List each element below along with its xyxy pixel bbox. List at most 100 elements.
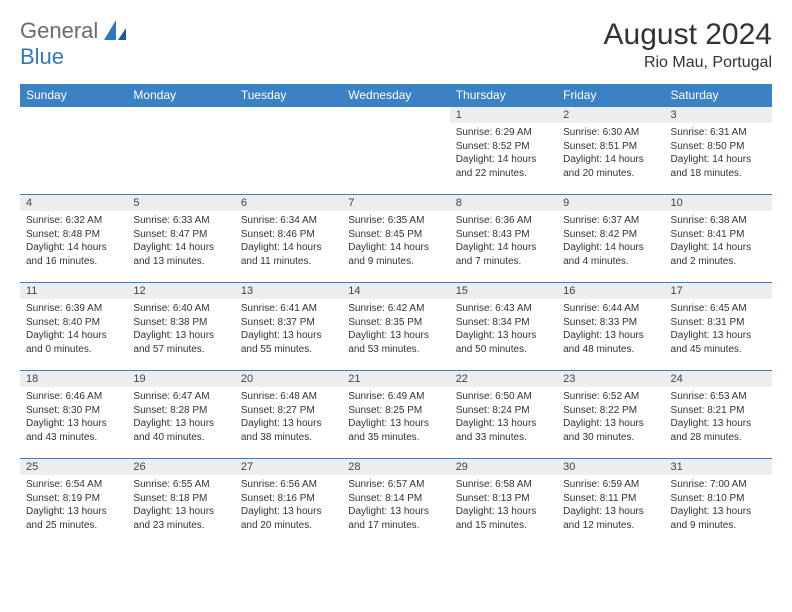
day-header: Wednesday [342, 84, 449, 107]
sunrise-text: Sunrise: 6:42 AM [348, 302, 443, 316]
sunrise-text: Sunrise: 6:45 AM [671, 302, 766, 316]
sunset-text: Sunset: 8:38 PM [133, 316, 228, 330]
daylight-text: Daylight: 14 hours and 11 minutes. [241, 241, 336, 268]
daylight-text: Daylight: 14 hours and 22 minutes. [456, 153, 551, 180]
sunset-text: Sunset: 8:50 PM [671, 140, 766, 154]
calendar-cell: 26Sunrise: 6:55 AMSunset: 8:18 PMDayligh… [127, 459, 234, 547]
sunset-text: Sunset: 8:24 PM [456, 404, 551, 418]
day-content: Sunrise: 6:29 AMSunset: 8:52 PMDaylight:… [450, 123, 557, 194]
calendar-cell [20, 107, 127, 195]
daylight-text: Daylight: 13 hours and 9 minutes. [671, 505, 766, 532]
sunrise-text: Sunrise: 6:41 AM [241, 302, 336, 316]
sunrise-text: Sunrise: 6:36 AM [456, 214, 551, 228]
sunset-text: Sunset: 8:21 PM [671, 404, 766, 418]
day-content: Sunrise: 6:52 AMSunset: 8:22 PMDaylight:… [557, 387, 664, 458]
calendar-week-row: 1Sunrise: 6:29 AMSunset: 8:52 PMDaylight… [20, 107, 772, 195]
daylight-text: Daylight: 13 hours and 38 minutes. [241, 417, 336, 444]
sunrise-text: Sunrise: 6:35 AM [348, 214, 443, 228]
day-content: Sunrise: 6:57 AMSunset: 8:14 PMDaylight:… [342, 475, 449, 547]
sunset-text: Sunset: 8:33 PM [563, 316, 658, 330]
calendar-body: 1Sunrise: 6:29 AMSunset: 8:52 PMDaylight… [20, 107, 772, 547]
sunset-text: Sunset: 8:43 PM [456, 228, 551, 242]
day-number: 29 [450, 459, 557, 475]
day-content: Sunrise: 6:47 AMSunset: 8:28 PMDaylight:… [127, 387, 234, 458]
day-number: 11 [20, 283, 127, 299]
sunrise-text: Sunrise: 6:47 AM [133, 390, 228, 404]
calendar-cell: 30Sunrise: 6:59 AMSunset: 8:11 PMDayligh… [557, 459, 664, 547]
sunset-text: Sunset: 8:14 PM [348, 492, 443, 506]
day-content: Sunrise: 6:35 AMSunset: 8:45 PMDaylight:… [342, 211, 449, 282]
daylight-text: Daylight: 14 hours and 16 minutes. [26, 241, 121, 268]
sunset-text: Sunset: 8:22 PM [563, 404, 658, 418]
sunrise-text: Sunrise: 6:48 AM [241, 390, 336, 404]
daylight-text: Daylight: 13 hours and 55 minutes. [241, 329, 336, 356]
day-number: 19 [127, 371, 234, 387]
calendar-week-row: 18Sunrise: 6:46 AMSunset: 8:30 PMDayligh… [20, 371, 772, 459]
sunrise-text: Sunrise: 6:56 AM [241, 478, 336, 492]
day-number: 23 [557, 371, 664, 387]
calendar-week-row: 11Sunrise: 6:39 AMSunset: 8:40 PMDayligh… [20, 283, 772, 371]
calendar-cell: 13Sunrise: 6:41 AMSunset: 8:37 PMDayligh… [235, 283, 342, 371]
sunrise-text: Sunrise: 6:29 AM [456, 126, 551, 140]
brand-part2: Blue [20, 44, 64, 69]
sunrise-text: Sunrise: 6:34 AM [241, 214, 336, 228]
daylight-text: Daylight: 13 hours and 30 minutes. [563, 417, 658, 444]
day-content: Sunrise: 6:56 AMSunset: 8:16 PMDaylight:… [235, 475, 342, 547]
day-content: Sunrise: 6:40 AMSunset: 8:38 PMDaylight:… [127, 299, 234, 370]
calendar-table: SundayMondayTuesdayWednesdayThursdayFrid… [20, 84, 772, 547]
daylight-text: Daylight: 13 hours and 48 minutes. [563, 329, 658, 356]
daylight-text: Daylight: 13 hours and 57 minutes. [133, 329, 228, 356]
calendar-cell: 12Sunrise: 6:40 AMSunset: 8:38 PMDayligh… [127, 283, 234, 371]
calendar-cell: 23Sunrise: 6:52 AMSunset: 8:22 PMDayligh… [557, 371, 664, 459]
day-content: Sunrise: 6:34 AMSunset: 8:46 PMDaylight:… [235, 211, 342, 282]
calendar-cell: 16Sunrise: 6:44 AMSunset: 8:33 PMDayligh… [557, 283, 664, 371]
day-content: Sunrise: 6:38 AMSunset: 8:41 PMDaylight:… [665, 211, 772, 282]
day-content: Sunrise: 6:37 AMSunset: 8:42 PMDaylight:… [557, 211, 664, 282]
day-number: 12 [127, 283, 234, 299]
sunset-text: Sunset: 8:31 PM [671, 316, 766, 330]
daylight-text: Daylight: 13 hours and 17 minutes. [348, 505, 443, 532]
daylight-text: Daylight: 13 hours and 20 minutes. [241, 505, 336, 532]
header: General Blue August 2024 Rio Mau, Portug… [20, 18, 772, 72]
sunset-text: Sunset: 8:18 PM [133, 492, 228, 506]
daylight-text: Daylight: 13 hours and 23 minutes. [133, 505, 228, 532]
day-content: Sunrise: 6:44 AMSunset: 8:33 PMDaylight:… [557, 299, 664, 370]
sunrise-text: Sunrise: 6:44 AM [563, 302, 658, 316]
day-content: Sunrise: 6:46 AMSunset: 8:30 PMDaylight:… [20, 387, 127, 458]
day-number: 22 [450, 371, 557, 387]
sunset-text: Sunset: 8:11 PM [563, 492, 658, 506]
calendar-cell: 31Sunrise: 7:00 AMSunset: 8:10 PMDayligh… [665, 459, 772, 547]
brand-part1: General [20, 18, 98, 43]
sunrise-text: Sunrise: 6:57 AM [348, 478, 443, 492]
day-content: Sunrise: 6:43 AMSunset: 8:34 PMDaylight:… [450, 299, 557, 370]
sunset-text: Sunset: 8:46 PM [241, 228, 336, 242]
daylight-text: Daylight: 13 hours and 45 minutes. [671, 329, 766, 356]
day-number: 15 [450, 283, 557, 299]
sunset-text: Sunset: 8:52 PM [456, 140, 551, 154]
day-number: 17 [665, 283, 772, 299]
day-number: 2 [557, 107, 664, 123]
day-number: 5 [127, 195, 234, 211]
brand-logo: General Blue [20, 18, 128, 70]
day-header: Monday [127, 84, 234, 107]
calendar-head: SundayMondayTuesdayWednesdayThursdayFrid… [20, 84, 772, 107]
day-number: 20 [235, 371, 342, 387]
day-header: Thursday [450, 84, 557, 107]
daylight-text: Daylight: 13 hours and 43 minutes. [26, 417, 121, 444]
sunset-text: Sunset: 8:51 PM [563, 140, 658, 154]
calendar-cell: 15Sunrise: 6:43 AMSunset: 8:34 PMDayligh… [450, 283, 557, 371]
sunrise-text: Sunrise: 6:40 AM [133, 302, 228, 316]
day-number: 14 [342, 283, 449, 299]
sunrise-text: Sunrise: 6:52 AM [563, 390, 658, 404]
sunrise-text: Sunrise: 6:46 AM [26, 390, 121, 404]
day-content: Sunrise: 6:55 AMSunset: 8:18 PMDaylight:… [127, 475, 234, 547]
day-number: 13 [235, 283, 342, 299]
sunset-text: Sunset: 8:42 PM [563, 228, 658, 242]
day-header: Friday [557, 84, 664, 107]
sunrise-text: Sunrise: 6:31 AM [671, 126, 766, 140]
day-number: 25 [20, 459, 127, 475]
location: Rio Mau, Portugal [604, 54, 772, 72]
calendar-cell: 8Sunrise: 6:36 AMSunset: 8:43 PMDaylight… [450, 195, 557, 283]
day-number: 7 [342, 195, 449, 211]
day-content: Sunrise: 6:33 AMSunset: 8:47 PMDaylight:… [127, 211, 234, 282]
